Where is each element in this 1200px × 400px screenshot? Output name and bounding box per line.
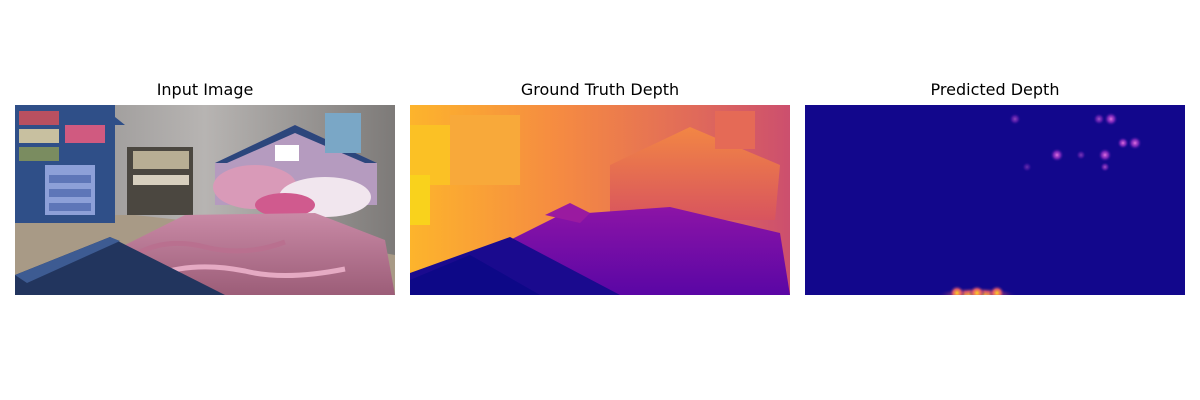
ground-truth-depth-map bbox=[410, 105, 790, 295]
input-image-title: Input Image bbox=[156, 80, 254, 99]
bedroom-photo bbox=[15, 105, 395, 295]
ground-truth-depth-panel bbox=[410, 105, 790, 295]
ground-truth-title: Ground Truth Depth bbox=[520, 80, 680, 99]
predicted-depth-title: Predicted Depth bbox=[930, 80, 1060, 99]
predicted-depth-map bbox=[805, 105, 1185, 295]
predicted-depth-panel bbox=[805, 105, 1185, 295]
input-image-panel bbox=[15, 105, 395, 295]
